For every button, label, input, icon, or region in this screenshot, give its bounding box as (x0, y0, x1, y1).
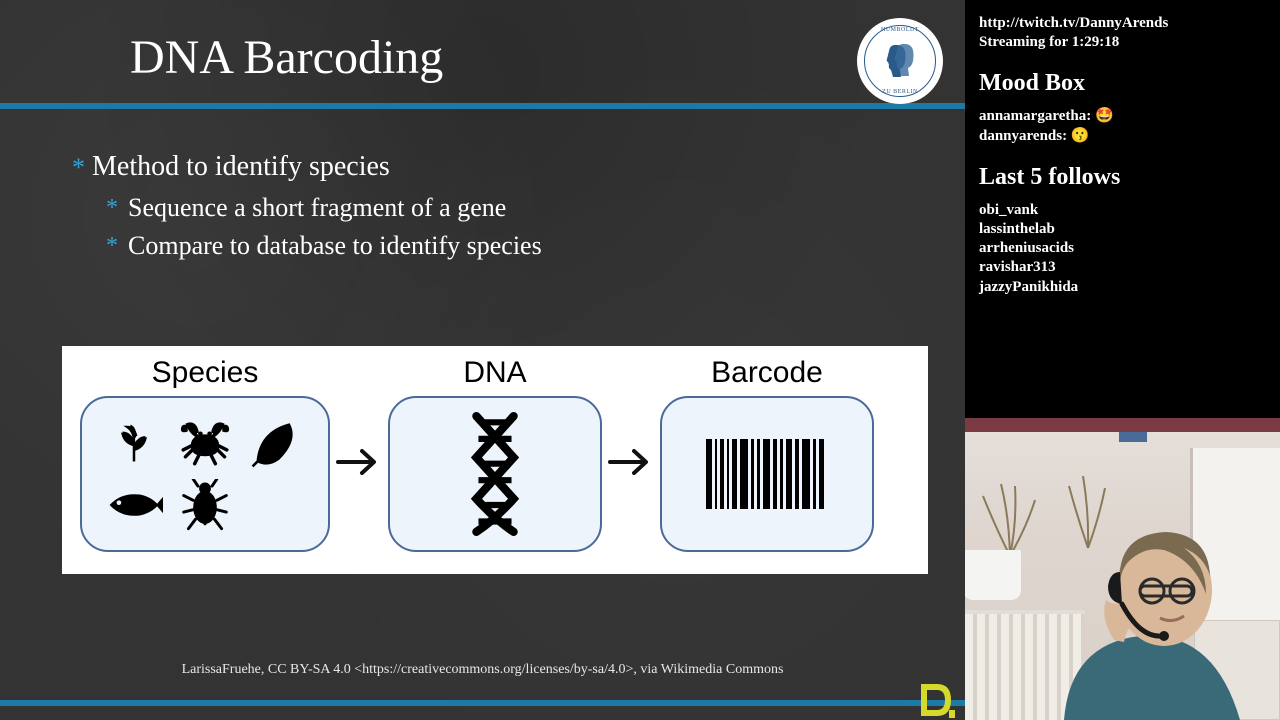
crab-icon (176, 420, 234, 466)
bullet-level1: Method to identify species (72, 151, 925, 183)
follow-entry: jazzyPanikhida (979, 278, 1272, 297)
image-attribution: LarissaFruehe, CC BY-SA 4.0 <https://cre… (0, 662, 965, 678)
stream-url: http://twitch.tv/DannyArends (979, 14, 1272, 33)
bullet-level2: Compare to database to identify species (72, 231, 925, 261)
follow-entry: obi_vank (979, 201, 1272, 220)
mood-entry: annamargaretha: 🤩 (979, 107, 1272, 126)
diagram-label: DNA (463, 356, 526, 390)
plant-icon (111, 420, 157, 466)
barcode-icon (702, 433, 832, 515)
presentation-slide: HUMBOLDT ZU BERLIN DNA Barcoding Method … (0, 0, 965, 720)
arrow-icon (330, 362, 388, 562)
diagram-label: Barcode (711, 356, 823, 390)
mood-entry: dannyarends: 😗 (979, 127, 1272, 146)
bullet-level2: Sequence a short fragment of a gene (72, 193, 925, 223)
logo-silhouette-icon (883, 41, 917, 81)
beetle-icon (181, 479, 229, 531)
presenter-silhouette (1044, 490, 1254, 720)
diagram-col-species: Species (80, 356, 330, 552)
follow-entry: ravishar313 (979, 258, 1272, 277)
leaf-icon (250, 417, 302, 469)
barcode-box (660, 396, 874, 552)
channel-logo-icon (915, 680, 959, 720)
university-logo: HUMBOLDT ZU BERLIN (857, 18, 943, 104)
bottom-divider (0, 700, 965, 706)
stream-duration: Streaming for 1:29:18 (979, 33, 1272, 52)
barcoding-diagram: Species DNA (62, 346, 928, 574)
mood-list: annamargaretha: 🤩dannyarends: 😗 (979, 107, 1272, 145)
follows-header: Last 5 follows (979, 164, 1272, 191)
mood-box-header: Mood Box (979, 70, 1272, 97)
follow-entry: arrheniusacids (979, 239, 1272, 258)
follow-entry: lassinthelab (979, 220, 1272, 239)
species-box (80, 396, 330, 552)
dna-helix-icon (464, 412, 526, 536)
fish-icon (105, 487, 163, 523)
bullet-list: Method to identify species Sequence a sh… (0, 109, 965, 261)
slide-title: DNA Barcoding (0, 0, 965, 85)
webcam-feed (965, 418, 1280, 720)
stream-overlay-panel: http://twitch.tv/DannyArends Streaming f… (965, 0, 1280, 720)
diagram-col-dna: DNA (388, 356, 602, 552)
dna-box (388, 396, 602, 552)
diagram-col-barcode: Barcode (660, 356, 874, 552)
arrow-icon (602, 362, 660, 562)
follows-list: obi_vanklassinthelabarrheniusacidsravish… (979, 201, 1272, 297)
stream-layout: HUMBOLDT ZU BERLIN DNA Barcoding Method … (0, 0, 1280, 720)
diagram-label: Species (152, 356, 259, 390)
